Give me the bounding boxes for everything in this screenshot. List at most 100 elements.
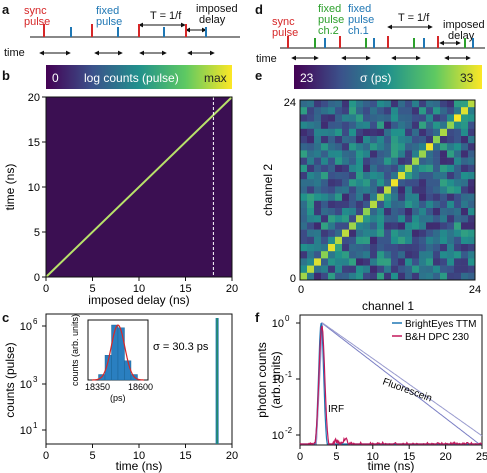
e-cell bbox=[412, 157, 420, 166]
e-cell bbox=[314, 193, 322, 202]
panel-c-peak bbox=[215, 318, 219, 444]
e-cell bbox=[321, 229, 329, 238]
e-cell bbox=[454, 236, 462, 245]
e-cell bbox=[384, 172, 392, 180]
e-cell bbox=[307, 164, 315, 173]
e-cell bbox=[461, 136, 469, 144]
e-cell bbox=[384, 121, 392, 130]
e-cell bbox=[461, 121, 469, 130]
e-cell bbox=[391, 193, 399, 202]
e-cell bbox=[321, 244, 329, 252]
e-cell bbox=[447, 143, 455, 151]
e-cell bbox=[419, 208, 427, 216]
e-cell bbox=[321, 200, 329, 209]
e-cell bbox=[391, 200, 399, 209]
e-cell bbox=[342, 143, 350, 151]
e-cell bbox=[349, 208, 357, 216]
e-cell bbox=[328, 107, 336, 115]
e-cell bbox=[363, 100, 371, 108]
panel-d-pulses bbox=[287, 36, 474, 48]
e-cell bbox=[384, 244, 392, 252]
e-cell bbox=[356, 100, 364, 108]
panel-d-delay-label-1: imposed bbox=[443, 19, 485, 31]
e-cell bbox=[419, 236, 427, 245]
e-cell bbox=[405, 114, 413, 122]
e-cell bbox=[398, 164, 406, 173]
c-ytick-exp-0: 1 bbox=[33, 421, 38, 430]
e-cell bbox=[419, 128, 427, 137]
e-cell bbox=[377, 215, 385, 223]
e-cell bbox=[356, 200, 364, 209]
e-cell bbox=[419, 172, 427, 180]
panel-e-cells bbox=[300, 100, 476, 281]
e-cell bbox=[433, 150, 441, 158]
e-cell bbox=[440, 244, 448, 252]
e-cell bbox=[447, 150, 455, 158]
e-cell bbox=[328, 265, 336, 274]
e-cell bbox=[307, 107, 315, 115]
e-cell bbox=[398, 244, 406, 252]
e-cell bbox=[405, 164, 413, 173]
e-cell bbox=[419, 107, 427, 115]
e-cell bbox=[307, 229, 315, 238]
e-cell bbox=[314, 150, 322, 158]
e-cell bbox=[440, 272, 448, 281]
e-cell bbox=[377, 193, 385, 202]
e-cell bbox=[377, 150, 385, 158]
e-cell bbox=[328, 150, 336, 158]
e-cell bbox=[342, 200, 350, 209]
e-cell bbox=[391, 251, 399, 259]
e-cell bbox=[468, 143, 476, 151]
e-cell bbox=[454, 143, 462, 151]
e-cell bbox=[433, 121, 441, 130]
e-cell bbox=[377, 157, 385, 166]
e-cell bbox=[321, 272, 329, 281]
e-cell bbox=[391, 114, 399, 122]
e-cell bbox=[321, 193, 329, 202]
e-cell bbox=[461, 114, 469, 122]
panel-b-colorbar-title: log counts (pulse) bbox=[84, 71, 179, 85]
panel-a-period-label: T = 1/f bbox=[150, 10, 182, 22]
panel-d-ch2-label-2: pulse bbox=[318, 14, 344, 26]
panel-e-ytick-24: 24 bbox=[284, 97, 296, 109]
f-xtick-label-1: 5 bbox=[333, 451, 339, 463]
b-xtick-label-0: 0 bbox=[43, 283, 49, 295]
e-cell bbox=[398, 200, 406, 209]
panel-e-frame bbox=[299, 99, 476, 281]
e-cell bbox=[342, 100, 350, 108]
e-cell bbox=[377, 179, 385, 187]
e-cell bbox=[377, 229, 385, 238]
c-ytick-exp-1: 3 bbox=[33, 375, 38, 384]
e-cell bbox=[440, 186, 448, 194]
e-cell bbox=[328, 100, 336, 108]
e-cell bbox=[447, 107, 455, 115]
e-cell bbox=[391, 272, 399, 281]
c-ytick-base-1: 10 bbox=[20, 379, 32, 391]
e-cell bbox=[321, 121, 329, 130]
e-cell bbox=[356, 150, 364, 158]
e-cell bbox=[335, 215, 343, 223]
e-cell bbox=[440, 107, 448, 115]
e-cell bbox=[433, 186, 441, 194]
b-ytick-label-1: 5 bbox=[34, 227, 40, 239]
b-ytick-label-2: 10 bbox=[28, 182, 40, 194]
e-cell bbox=[433, 136, 441, 144]
e-cell bbox=[468, 114, 476, 122]
panel-e-colorbar-title: σ (ps) bbox=[360, 71, 391, 85]
e-cell bbox=[300, 222, 308, 230]
panel-f-fluorescein-bh-curve bbox=[300, 322, 482, 445]
e-cell bbox=[447, 164, 455, 173]
e-cell bbox=[321, 251, 329, 259]
e-cell bbox=[363, 229, 371, 238]
e-cell bbox=[468, 258, 476, 266]
e-cell bbox=[454, 186, 462, 194]
panel-b-diagonal-line bbox=[45, 96, 233, 278]
e-cell bbox=[370, 100, 378, 108]
e-cell bbox=[342, 251, 350, 259]
e-cell bbox=[405, 200, 413, 209]
e-cell bbox=[384, 128, 392, 137]
b-xtick-label-3: 15 bbox=[179, 283, 191, 295]
e-cell bbox=[419, 272, 427, 281]
e-cell bbox=[440, 136, 448, 144]
e-cell bbox=[356, 244, 364, 252]
